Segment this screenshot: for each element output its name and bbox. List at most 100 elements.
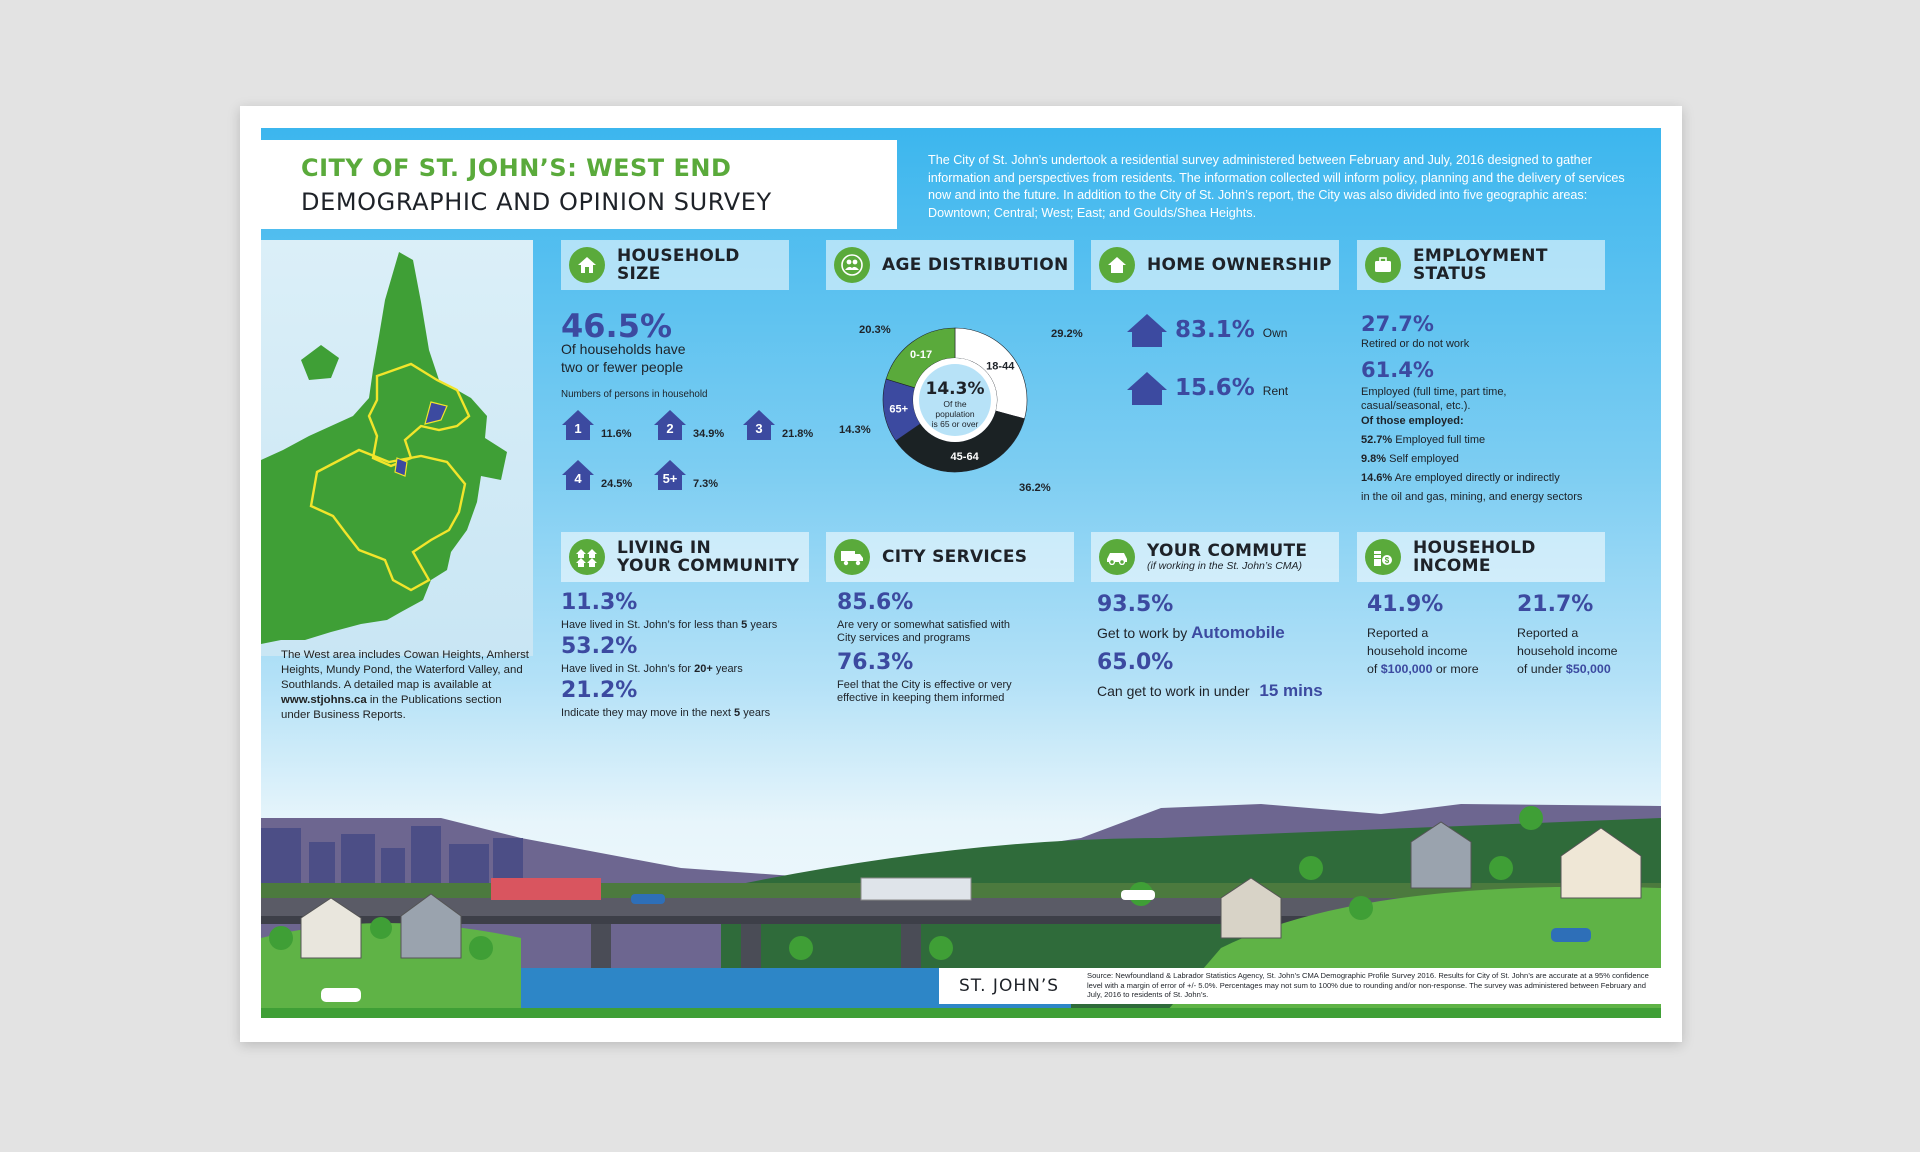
donut-center-fill <box>919 364 991 436</box>
rent-row: 15.6% Rent <box>1125 370 1288 406</box>
age-donut-chart: 18-44 45-64 65+ 0-17 14.3% Of the populatio… <box>882 327 1028 473</box>
cma-boundary <box>309 362 471 592</box>
community-title: LIVING IN YOUR COMMUNITY <box>617 539 799 575</box>
own-row: 83.1% Own <box>1125 312 1287 348</box>
income-stat1-text: Reported a household income of $100,000 … <box>1367 624 1479 678</box>
income-stat2-line1: Reported a <box>1517 626 1579 640</box>
bridge-pillars <box>591 924 921 974</box>
houses <box>300 821 1642 959</box>
age-pct-65plus: 14.3% <box>839 424 871 436</box>
house-2-label: 2 <box>666 421 674 436</box>
employment-header: EMPLOYMENT STATUS <box>1357 240 1605 290</box>
home-icon <box>1099 247 1135 283</box>
community-header: LIVING IN YOUR COMMUNITY <box>561 532 809 582</box>
island-shape <box>301 345 339 380</box>
coins-icon: $ <box>1365 539 1401 575</box>
house-2-icon: 2 <box>653 408 687 442</box>
house-1-pct: 11.6% <box>601 428 632 440</box>
community-stat2-bold: 20+ <box>694 663 713 675</box>
house-5plus-pct: 7.3% <box>693 478 719 490</box>
employment-title: EMPLOYMENT STATUS <box>1413 247 1548 283</box>
household-size-legend: Numbers of persons in household <box>561 389 708 400</box>
neighborhood-icon <box>569 539 605 575</box>
rent-house-icon <box>1127 372 1167 405</box>
commute-subtitle: (if working in the St. John’s CMA) <box>1147 560 1303 572</box>
income-header: $ HOUSEHOLD INCOME <box>1357 532 1605 582</box>
income-stat1-line3: of $100,000 or more <box>1367 660 1479 678</box>
fulltime-value: 52.7% <box>1361 434 1393 446</box>
self-employed-value: 9.8% <box>1361 453 1387 465</box>
services-stat2-line2: effective in keeping them informed <box>837 692 1005 704</box>
income-stat2-text: Reported a household income of under $50… <box>1517 624 1618 678</box>
title-line1: CITY OF ST. JOHN’S: WEST END <box>301 154 732 182</box>
infographic-sheet: CITY OF ST. JOHN’S: WEST END DEMOGRAPHIC… <box>240 106 1682 1042</box>
age-segment-label-45-64: 45-64 <box>951 451 980 463</box>
oil-gas-row: 14.6% Are employed directly or indirectl… <box>1361 472 1560 484</box>
income-stat1-value: 41.9% <box>1367 592 1444 617</box>
title-box: CITY OF ST. JOHN’S: WEST END DEMOGRAPHIC… <box>261 140 897 229</box>
map-caption-text-end: in the Publications section under Busine… <box>281 694 502 721</box>
community-stat1-pre: Have lived in St. John’s for less than <box>561 619 742 631</box>
age-center-line3: is 65 or over <box>932 419 979 429</box>
house-1-label: 1 <box>574 421 582 436</box>
household-size-desc-line1: Of households have <box>561 341 686 357</box>
house-4-pct: 24.5% <box>601 478 633 490</box>
age-segment-label-18-44: 18-44 <box>986 360 1015 372</box>
fulltime-row: 52.7% Employed full time <box>1361 434 1485 446</box>
footer-green-strip <box>261 1008 1661 1018</box>
age-distribution-header: AGE DISTRIBUTION <box>826 240 1074 290</box>
house-5plus-label: 5+ <box>662 471 678 486</box>
services-stat2-line1: Feel that the City is effective or very <box>837 679 1012 691</box>
community-title-line2: YOUR COMMUNITY <box>617 556 800 576</box>
infographic-panel: CITY OF ST. JOHN’S: WEST END DEMOGRAPHIC… <box>261 128 1661 1018</box>
newfoundland-map <box>261 252 507 644</box>
peninsula-shape <box>261 252 507 644</box>
map-caption: The West area includes Cowan Heights, Am… <box>281 648 531 723</box>
household-size-header: HOUSEHOLD SIZE <box>561 240 789 290</box>
age-pct-45-64: 36.2% <box>1019 482 1051 494</box>
house-1-icon: 1 <box>561 408 595 442</box>
vehicles <box>321 877 1591 1002</box>
people-icon <box>834 247 870 283</box>
community-stat2-post: years <box>712 663 743 675</box>
community-stat3-text: Indicate they may move in the next 5 yea… <box>561 706 770 720</box>
briefcase-icon <box>1365 247 1401 283</box>
commute-stat2-bold: 15 mins <box>1259 681 1323 700</box>
map-caption-text: The West area includes Cowan Heights, Am… <box>281 649 529 691</box>
oil-gas-value: 14.6% <box>1361 472 1393 484</box>
age-center-line2: population <box>935 409 975 419</box>
house-5plus-icon: 5+ <box>653 458 687 492</box>
employment-title-line2: STATUS <box>1413 264 1487 284</box>
home-ownership-title: HOME OWNERSHIP <box>1147 255 1332 275</box>
house-3-pct: 21.8% <box>782 428 814 440</box>
income-stat1-bold: $100,000 <box>1380 662 1433 676</box>
west-area-highlight <box>394 401 448 477</box>
community-stat1-text: Have lived in St. John’s for less than 5… <box>561 618 777 632</box>
household-size-desc-line2: two or fewer people <box>561 359 684 375</box>
age-segment-label-65plus: 65+ <box>889 404 908 416</box>
retired-value: 27.7% <box>1361 312 1434 336</box>
house-4-label: 4 <box>574 471 582 486</box>
age-pct-0-17: 20.3% <box>859 324 891 336</box>
house-4-icon: 4 <box>561 458 595 492</box>
city-services-header: CITY SERVICES <box>826 532 1074 582</box>
commute-title: YOUR COMMUTE <box>1147 541 1308 561</box>
intro-text: The City of St. John’s undertook a resid… <box>928 153 1625 220</box>
age-segment-label-0-17: 0-17 <box>910 349 932 361</box>
community-stat2-value: 53.2% <box>561 634 638 659</box>
home-ownership-header: HOME OWNERSHIP <box>1091 240 1339 290</box>
map-caption-link[interactable]: www.stjohns.ca <box>281 694 367 706</box>
svg-text:$: $ <box>1385 556 1390 565</box>
community-stat1-bold: 5 <box>741 619 748 631</box>
oil-gas-label-line1: Are employed directly or indirectly <box>1394 472 1560 484</box>
of-those-employed: Of those employed: <box>1361 415 1464 427</box>
source-note: Source: Newfoundland & Labrador Statisti… <box>1079 968 1661 1004</box>
self-employed-label: Self employed <box>1389 453 1459 465</box>
rent-value: 15.6% <box>1175 375 1255 401</box>
own-label: Own <box>1262 326 1288 340</box>
own-value: 83.1% <box>1175 317 1255 343</box>
highway <box>261 898 1661 916</box>
income-stat1-post: or more <box>1432 662 1479 676</box>
community-title-line1: LIVING IN <box>617 538 711 558</box>
community-stat2-pre: Have lived in St. John’s for <box>561 663 695 675</box>
